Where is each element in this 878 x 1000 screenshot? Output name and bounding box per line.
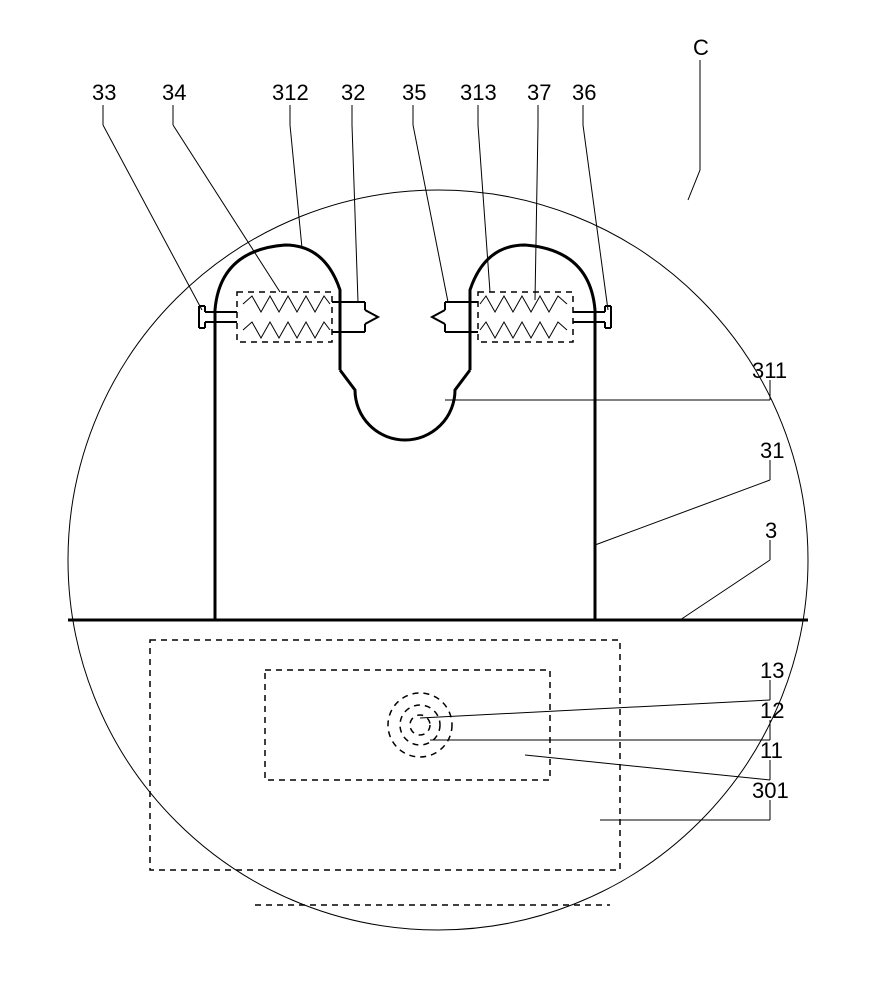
leader-312 bbox=[290, 125, 302, 248]
left-spring-top bbox=[243, 296, 330, 312]
right-spring-bottom bbox=[480, 322, 567, 338]
label-37: 37 bbox=[527, 80, 551, 105]
label-313: 313 bbox=[460, 80, 497, 105]
label-3: 3 bbox=[765, 518, 777, 543]
label-11: 11 bbox=[760, 738, 783, 763]
inner-box bbox=[265, 670, 550, 780]
label-C: C bbox=[693, 35, 709, 60]
right-spring-cavity bbox=[478, 292, 573, 342]
leader-31 bbox=[595, 480, 770, 545]
label-301: 301 bbox=[752, 778, 789, 803]
leader-34 bbox=[173, 125, 280, 292]
leader-C bbox=[688, 80, 700, 200]
outer-dashed-circle bbox=[388, 693, 452, 757]
left-spring-bottom bbox=[243, 322, 330, 338]
left-bolt bbox=[199, 306, 237, 328]
label-33: 33 bbox=[92, 80, 116, 105]
leader-33 bbox=[103, 125, 202, 310]
right-bolt bbox=[573, 306, 611, 328]
leader-13 bbox=[420, 700, 770, 718]
label-311: 311 bbox=[752, 358, 787, 383]
leader-11 bbox=[525, 755, 770, 780]
label-34: 34 bbox=[162, 80, 186, 105]
label-12: 12 bbox=[760, 698, 784, 723]
leader-35 bbox=[413, 125, 448, 302]
label-36: 36 bbox=[572, 80, 596, 105]
main-body bbox=[215, 245, 595, 620]
mid-dashed-circle bbox=[400, 705, 440, 745]
detail-circle bbox=[68, 190, 808, 930]
leader-3 bbox=[680, 560, 770, 620]
leader-32 bbox=[352, 125, 358, 302]
label-32: 32 bbox=[341, 80, 365, 105]
label-35: 35 bbox=[402, 80, 426, 105]
left-spring-cavity bbox=[237, 292, 332, 342]
label-13: 13 bbox=[760, 658, 784, 683]
leader-37 bbox=[535, 125, 538, 300]
label-312: 312 bbox=[272, 80, 309, 105]
right-spring-top bbox=[480, 296, 567, 312]
label-31: 31 bbox=[760, 438, 784, 463]
